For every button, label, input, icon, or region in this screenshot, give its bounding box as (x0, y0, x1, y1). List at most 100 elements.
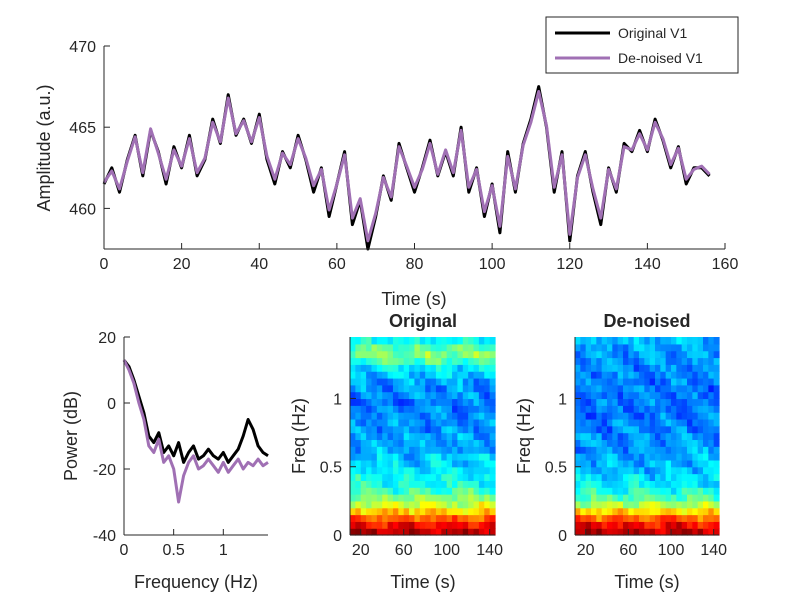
spectrogram-original-cell (435, 500, 442, 509)
spectrogram-original-cell (355, 514, 362, 522)
spectrogram-original-cell (441, 487, 448, 495)
spectrogram-original-cell (403, 507, 410, 516)
spectrogram-original-cell (478, 405, 485, 413)
spectrogram-original-cell (392, 480, 399, 488)
spectrogram-original-cell (419, 466, 426, 475)
spectrogram-denoised-cell (655, 377, 661, 386)
spectrogram-original-cell (355, 350, 362, 359)
spectrogram-original-cell (382, 418, 389, 427)
spectrogram-denoised-cell (628, 473, 635, 481)
spectrogram-denoised-cell (596, 405, 603, 413)
spectrogram-original-cell (355, 384, 362, 393)
spectrogram-original-cell (376, 384, 383, 393)
spectrogram-denoised-cell (575, 439, 581, 447)
spectrogram-denoised-cell (591, 384, 597, 393)
spectrogram-denoised-cell (692, 453, 699, 461)
spectrogram-denoised-cell (676, 494, 683, 502)
spectrogram-denoised-cell (708, 528, 715, 536)
spectrogram-denoised-cell (676, 377, 683, 386)
psd-xtick-label: 0 (120, 542, 129, 559)
spectrogram-original-cell (457, 343, 464, 352)
spectrogram-original-cell (441, 480, 448, 488)
spectrogram-original-cell (446, 371, 453, 379)
spectrogram-denoised-cell (617, 412, 624, 420)
spectrogram-original-cell (430, 391, 437, 400)
spectrogram-denoised-cell (671, 371, 677, 379)
psd-series-line-1 (122, 359, 269, 504)
spectrogram-original-cell (398, 500, 405, 509)
spectrogram-denoised-cell (596, 425, 603, 434)
spectrogram-original-cell (366, 480, 373, 488)
spectrogram-denoised-cell (591, 487, 597, 495)
spectrogram-original-cell (435, 405, 442, 413)
spectrogram-denoised-cell (591, 473, 597, 481)
spectrogram-original-cell (441, 439, 448, 447)
spectrogram-original-cell (430, 487, 437, 495)
spectrogram-denoised-cell (697, 521, 704, 529)
spectrogram-original-ylabel: Freq (Hz) (289, 398, 309, 474)
spectrogram-denoised-cell (612, 446, 619, 454)
spectrogram-denoised-cell (601, 337, 608, 345)
spectrogram-denoised-cell (601, 432, 608, 441)
spectrogram-denoised-cell (575, 528, 581, 536)
spectrogram-original-cell (457, 528, 464, 536)
spectrogram-denoised-cell (628, 425, 635, 434)
spectrogram-denoised-cell (596, 418, 603, 427)
spectrogram-original-cell (409, 350, 416, 359)
spectrogram-original-cell (387, 514, 394, 522)
spectrogram-denoised-cell (681, 446, 688, 454)
spectrogram-denoised-cell (697, 439, 704, 447)
spectrogram-original-cell (457, 507, 464, 516)
spectrogram-original-cell (441, 357, 448, 365)
spectrogram-original-cell (462, 459, 469, 468)
spectrogram-denoised-cell (633, 494, 640, 502)
spectrogram-original-ytick-label: 0 (333, 528, 342, 545)
spectrogram-denoised-cell (697, 487, 704, 495)
spectrogram-original-cell (473, 439, 480, 447)
spectrogram-original-cell (484, 357, 491, 365)
spectrogram-original-cell (468, 494, 475, 502)
spectrogram-denoised-cell (697, 337, 704, 345)
spectrogram-denoised-cell (623, 418, 629, 427)
spectrogram-denoised-cell (601, 446, 608, 454)
spectrogram-denoised-cell (676, 343, 683, 352)
spectrogram-denoised-cell (633, 453, 640, 461)
spectrogram-original-cell (425, 521, 432, 529)
spectrogram-denoised-cell (591, 377, 597, 386)
spectrogram-original-cell (398, 487, 405, 495)
spectrogram-denoised-cell (703, 377, 709, 386)
spectrogram-denoised-cell (617, 487, 624, 495)
spectrogram-denoised-cell (676, 364, 683, 372)
spectrogram-denoised-cell (639, 500, 645, 509)
spectrogram-original-cell (366, 487, 373, 495)
spectrogram-original-cell (366, 459, 373, 468)
spectrogram-original-cell (441, 337, 448, 345)
spectrogram-original-cell (462, 466, 469, 475)
spectrogram-denoised-cell (585, 357, 592, 365)
spectrogram-denoised-cell (671, 391, 677, 400)
spectrogram-original-cell (382, 432, 389, 441)
spectrogram-original-cell (403, 521, 410, 529)
spectrogram-denoised-cell (585, 371, 592, 379)
spectrogram-denoised-cell (644, 466, 651, 475)
spectrogram-denoised-cell (633, 343, 640, 352)
spectrogram-original-cell (376, 494, 383, 502)
spectrogram-denoised-cell (607, 357, 613, 365)
spectrogram-original-cell (409, 364, 416, 372)
spectrogram-denoised-cell (655, 350, 661, 359)
spectrogram-original-cell (366, 357, 373, 365)
spectrogram-original-cell (355, 432, 362, 441)
spectrogram-denoised-cell (713, 453, 720, 461)
spectrogram-denoised-cell (708, 446, 715, 454)
spectrogram-original-cell (398, 432, 405, 441)
spectrogram-denoised-cell (697, 453, 704, 461)
spectrogram-denoised-cell (713, 487, 720, 495)
spectrogram-original-cell (398, 337, 405, 345)
spectrogram-original-cell (441, 459, 448, 468)
spectrogram-original-cell (382, 364, 389, 372)
spectrogram-denoised-cell (655, 514, 661, 522)
spectrogram-denoised-cell (623, 439, 629, 447)
spectrogram-original-cell (430, 350, 437, 359)
spectrogram-denoised-cell (601, 439, 608, 447)
spectrogram-original-cell (425, 364, 432, 372)
